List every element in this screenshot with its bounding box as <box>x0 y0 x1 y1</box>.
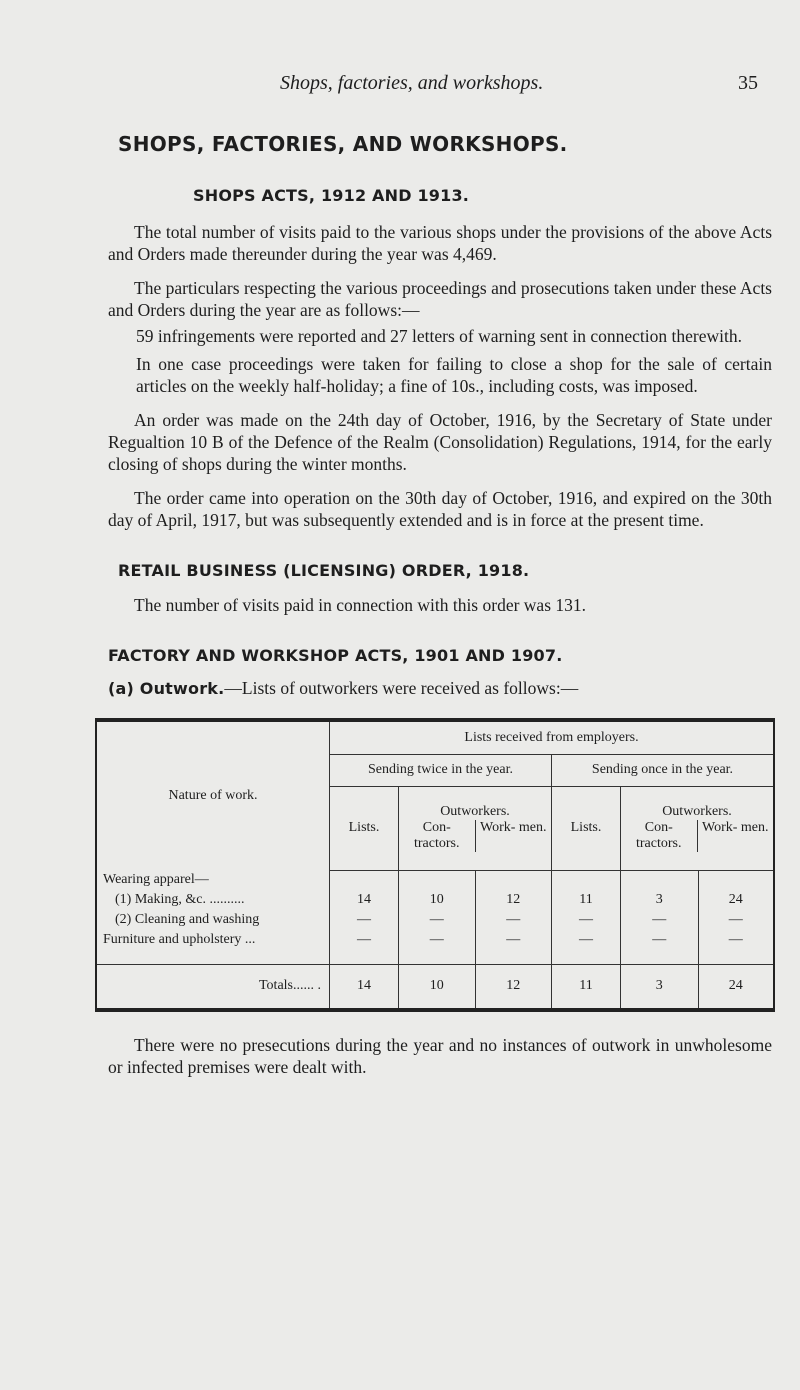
section-heading-retail: RETAIL BUSINESS (LICENSING) ORDER, 1918. <box>118 561 530 580</box>
cell: — <box>329 910 399 930</box>
table-row: (2) Cleaning and washing — — — — — — <box>97 910 773 930</box>
running-header: Shops, factories, and workshops. 35 <box>108 72 772 98</box>
cell: — <box>697 930 773 950</box>
cell: — <box>398 910 475 930</box>
col-lists: Lists. <box>329 786 399 871</box>
totals-label: Totals...... . <box>258 978 321 994</box>
row-label: Furniture and upholstery ... <box>103 932 256 947</box>
paragraph: The order came into operation on the 30t… <box>108 488 772 530</box>
cell: 3 <box>620 964 699 1008</box>
nature-header: Nature of work. <box>168 788 258 803</box>
outwork-text: —Lists of outworkers were received as fo… <box>224 678 579 698</box>
cell: — <box>551 930 621 950</box>
page-number: 35 <box>738 72 758 94</box>
cell: 11 <box>551 964 621 1008</box>
col-workmen: Work- men. <box>479 820 547 835</box>
cell: 12 <box>474 890 552 910</box>
cell: — <box>329 930 399 950</box>
cell: 24 <box>697 964 773 1008</box>
cell: — <box>620 930 699 950</box>
cell: 10 <box>398 890 475 910</box>
col-lists: Lists. <box>551 786 621 871</box>
paragraph: An order was made on the 24th day of Oct… <box>108 410 772 474</box>
cell: — <box>474 910 552 930</box>
row-label: (2) Cleaning and washing <box>115 912 260 927</box>
section-heading-shops-acts: SHOPS ACTS, 1912 AND 1913. <box>193 186 470 205</box>
top-header: Lists received from employers. <box>329 722 773 754</box>
cell: 3 <box>620 890 699 910</box>
list-item: In one case proceedings were taken for f… <box>136 354 772 396</box>
page-title: SHOPS, FACTORIES, AND WORKSHOPS. <box>118 132 568 156</box>
cell: 12 <box>474 964 552 1008</box>
section-heading-factory: FACTORY AND WORKSHOP ACTS, 1901 AND 1907… <box>108 646 563 665</box>
group-twice-header: Sending twice in the year. <box>329 753 552 787</box>
col-contractors: Con- tractors. <box>621 820 698 852</box>
outwork-table: Nature of work. Lists received from empl… <box>95 718 775 1012</box>
col-outworkers: Outworkers. Con- tractors. Work- men. <box>398 786 552 871</box>
cell: — <box>474 930 552 950</box>
outwork-intro: (a) Outwork.—Lists of outworkers were re… <box>108 677 772 700</box>
col-contractors: Con- tractors. <box>399 820 476 852</box>
paragraph: The total number of visits paid to the v… <box>108 222 772 264</box>
table-row: (1) Making, &c. .......... 14 10 12 11 3 24 <box>97 890 773 910</box>
outwork-label: (a) Outwork. <box>108 679 225 698</box>
list-item: 59 infringements were reported and 27 le… <box>136 326 742 346</box>
col-outworkers: Outworkers. Con- tractors. Work- men. <box>620 786 773 871</box>
col-workmen: Work- men. <box>701 820 769 835</box>
cell: — <box>398 930 475 950</box>
paragraph: The particulars respecting the various p… <box>108 278 772 320</box>
cell: 11 <box>551 890 621 910</box>
group-once-header: Sending once in the year. <box>551 753 773 787</box>
cell: — <box>697 910 773 930</box>
cell: — <box>551 910 621 930</box>
cell: — <box>620 910 699 930</box>
category-label: Wearing apparel— <box>103 872 209 887</box>
running-title: Shops, factories, and workshops. <box>280 72 544 94</box>
table-row: Furniture and upholstery ... — — — — — — <box>97 930 773 950</box>
row-label: (1) Making, &c. .......... <box>115 892 245 907</box>
cell: 14 <box>329 890 399 910</box>
totals-row: Totals...... . 14 10 12 11 3 24 <box>97 964 773 1008</box>
cell: 14 <box>329 964 399 1008</box>
cell: 24 <box>697 890 773 910</box>
outworkers-label: Outworkers. <box>662 804 732 819</box>
closing-paragraph: There were no presecutions during the ye… <box>108 1035 772 1077</box>
paragraph: The number of visits paid in connection … <box>134 595 587 615</box>
outworkers-label: Outworkers. <box>440 804 510 819</box>
cell: 10 <box>398 964 475 1008</box>
page: Shops, factories, and workshops. 35 SHOP… <box>95 72 775 1077</box>
